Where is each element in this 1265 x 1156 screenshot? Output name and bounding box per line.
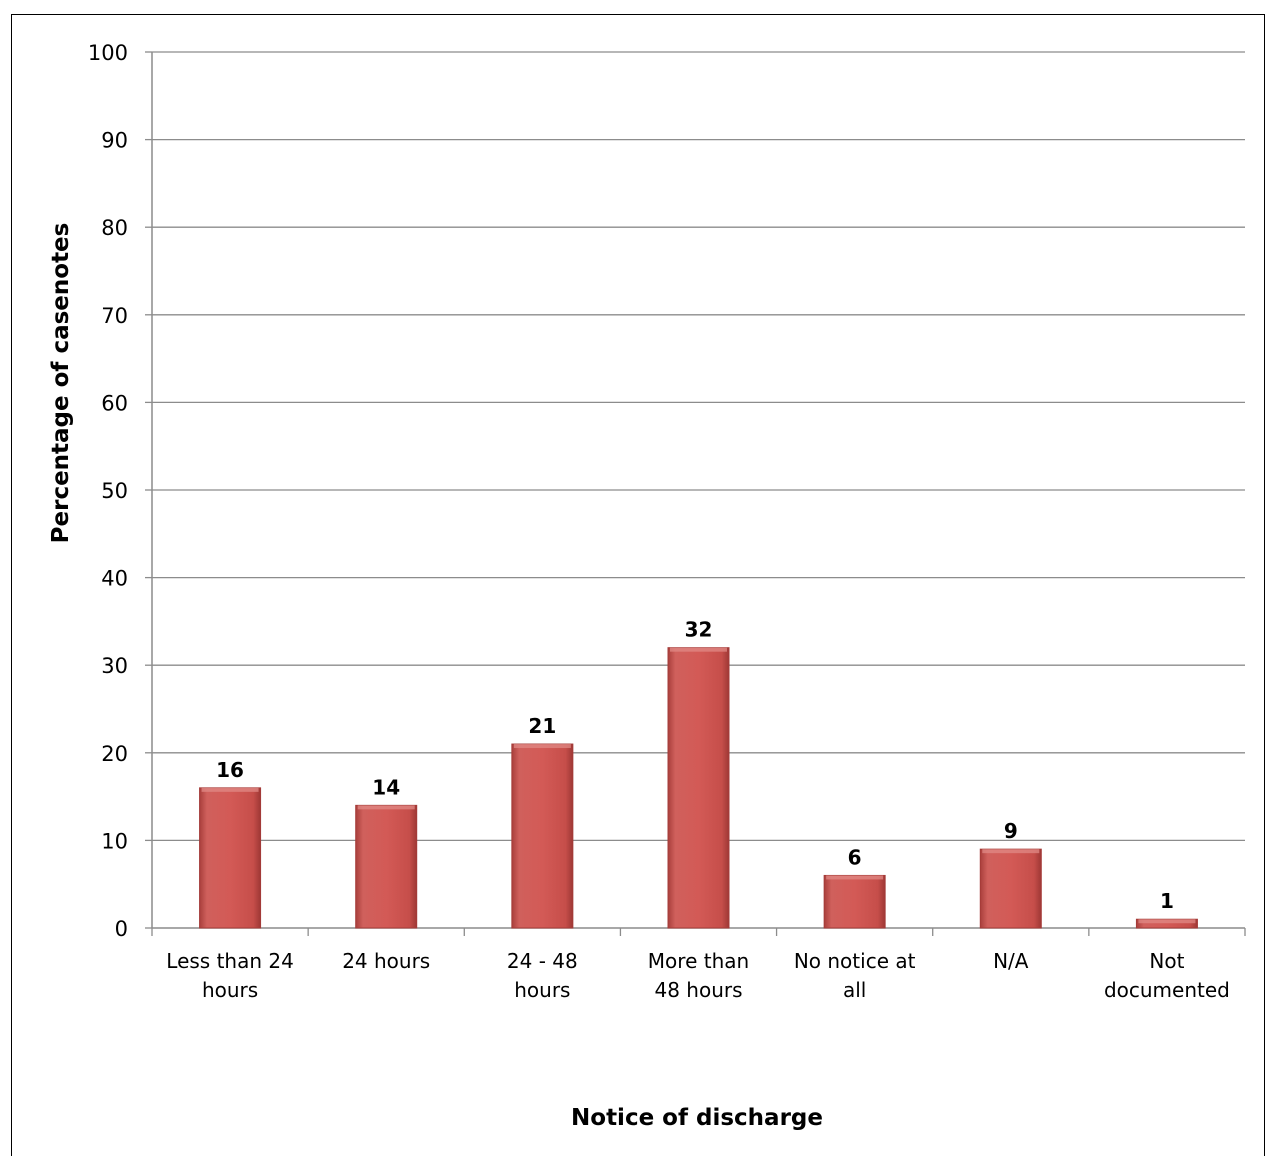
y-tick-label: 80 bbox=[101, 216, 128, 240]
x-category-label: More than 48 hours bbox=[648, 949, 749, 1002]
x-category-label-line: hours bbox=[202, 978, 258, 1002]
data-label: 1 bbox=[1160, 889, 1174, 913]
x-category-label: Not documented bbox=[1104, 949, 1230, 1002]
data-label: 32 bbox=[685, 618, 713, 642]
bar-top-highlight bbox=[201, 787, 259, 792]
x-category-label: No notice at all bbox=[794, 949, 916, 1002]
bars bbox=[199, 647, 1198, 929]
x-category-label-line: N/A bbox=[993, 949, 1029, 973]
data-label: 16 bbox=[216, 758, 244, 782]
bar bbox=[199, 787, 262, 929]
bar bbox=[667, 647, 730, 929]
bar-top-highlight bbox=[670, 647, 727, 652]
x-category-label: 24 hours bbox=[342, 949, 430, 973]
data-label: 6 bbox=[848, 845, 862, 869]
y-tick-label: 50 bbox=[101, 479, 128, 503]
bar-top-highlight bbox=[826, 875, 884, 880]
x-category-label-line: More than bbox=[648, 949, 749, 973]
x-category-label: Less than 24 hours bbox=[166, 949, 294, 1002]
x-category-label-line: 48 hours bbox=[654, 978, 742, 1002]
x-category-label-line: 24 - 48 bbox=[507, 949, 578, 973]
data-label: 21 bbox=[528, 714, 556, 738]
chart-frame bbox=[11, 14, 1265, 1156]
x-axis-title: Notice of discharge bbox=[571, 1105, 823, 1131]
bar bbox=[355, 804, 418, 929]
y-axis-title: Percentage of casenotes bbox=[48, 223, 74, 544]
y-tick-label: 20 bbox=[101, 742, 128, 766]
bar bbox=[823, 874, 886, 929]
y-tick-label: 90 bbox=[101, 129, 128, 153]
y-tick-label: 10 bbox=[101, 829, 128, 853]
x-category-label-line: documented bbox=[1104, 978, 1230, 1002]
x-category-label: N/A bbox=[993, 949, 1029, 973]
x-category-label-line: Less than 24 bbox=[166, 949, 294, 973]
bar bbox=[979, 848, 1042, 929]
y-tick-label: 60 bbox=[101, 391, 128, 415]
bar-top-highlight bbox=[357, 805, 415, 810]
y-tick-label: 40 bbox=[101, 567, 128, 591]
x-category-label: 24 - 48 hours bbox=[507, 949, 578, 1002]
bar-top-highlight bbox=[982, 849, 1040, 854]
x-category-label-line: No notice at bbox=[794, 949, 916, 973]
y-tick-label: 100 bbox=[88, 41, 128, 65]
bar-top-highlight bbox=[1138, 919, 1196, 924]
data-label: 9 bbox=[1004, 819, 1018, 843]
x-category-label-line: 24 hours bbox=[342, 949, 430, 973]
bar-top-highlight bbox=[513, 744, 571, 749]
y-tick-label: 30 bbox=[101, 654, 128, 678]
x-category-label-line: all bbox=[843, 978, 866, 1002]
y-tick-label: 0 bbox=[115, 917, 128, 941]
bar bbox=[511, 743, 574, 929]
x-category-label-line: hours bbox=[514, 978, 570, 1002]
y-tick-label: 70 bbox=[101, 304, 128, 328]
data-label: 14 bbox=[372, 775, 400, 799]
x-category-label-line: Not bbox=[1149, 949, 1184, 973]
